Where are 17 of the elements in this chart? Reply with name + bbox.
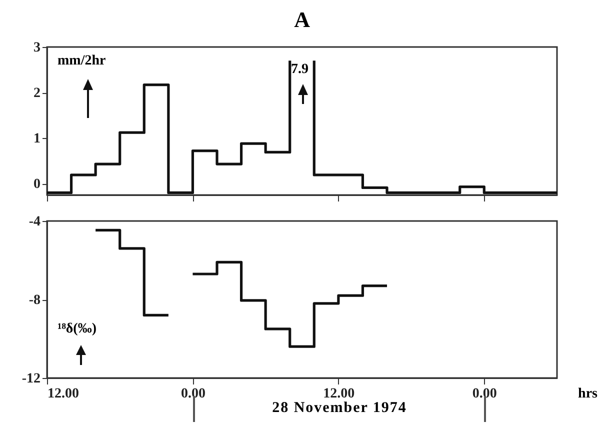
chart-title: A [294, 7, 310, 32]
x-tick-label: 0.00 [472, 386, 497, 402]
y-tick-label: -4 [28, 214, 40, 230]
y-tick-label: -12 [22, 372, 40, 386]
y-tick-label: 0 [34, 177, 40, 192]
x-tick-label: 12.00 [323, 386, 355, 402]
x-tick-label: 0.00 [180, 386, 206, 402]
y-tick-label: 2 [34, 86, 40, 102]
y-tick-label: 1 [34, 132, 40, 147]
x-tick-label: 12.00 [48, 386, 79, 402]
x-axis-title: hrs [578, 386, 598, 402]
y-axis-title: ¹⁸δ(‰) [58, 322, 97, 336]
y-tick-label: 3 [34, 40, 40, 56]
y-axis-title: mm/2hr [58, 54, 106, 68]
annotation: 7.9 [291, 62, 308, 78]
y-tick-label: -8 [28, 293, 40, 308]
text: 28 November 1974 [271, 400, 408, 417]
